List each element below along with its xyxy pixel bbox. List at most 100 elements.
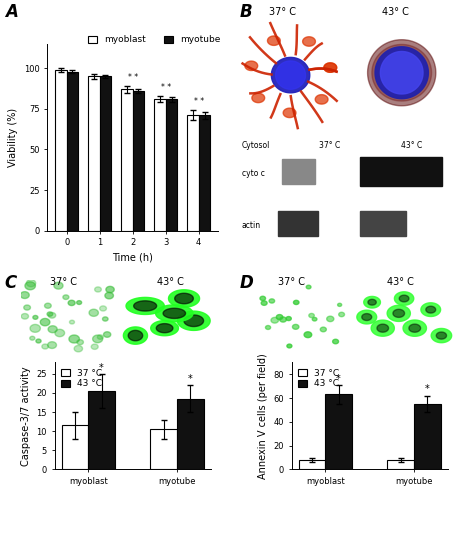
Text: 43° C: 43° C — [387, 277, 414, 287]
Polygon shape — [403, 320, 427, 337]
Polygon shape — [77, 301, 82, 305]
Polygon shape — [175, 293, 193, 304]
Polygon shape — [364, 296, 381, 308]
Polygon shape — [324, 63, 337, 72]
Bar — [199, 115, 210, 231]
Bar — [151, 429, 177, 469]
Polygon shape — [261, 301, 267, 305]
Polygon shape — [21, 313, 28, 319]
Polygon shape — [260, 296, 265, 300]
Polygon shape — [47, 312, 53, 316]
Polygon shape — [77, 340, 83, 345]
Polygon shape — [177, 311, 210, 330]
Polygon shape — [368, 40, 436, 106]
Polygon shape — [103, 332, 111, 337]
Polygon shape — [368, 299, 376, 305]
Polygon shape — [25, 282, 36, 290]
Text: 37° C: 37° C — [278, 277, 305, 287]
Polygon shape — [306, 285, 311, 289]
Legend: myoblast, myotube: myoblast, myotube — [86, 33, 222, 46]
Polygon shape — [283, 108, 296, 117]
Polygon shape — [436, 332, 447, 339]
Text: D: D — [239, 274, 253, 293]
Polygon shape — [399, 295, 409, 302]
Polygon shape — [272, 58, 310, 93]
Legend: 37 °C, 43 °C: 37 °C, 43 °C — [296, 367, 341, 390]
Bar — [360, 158, 442, 186]
Polygon shape — [371, 320, 394, 336]
Text: actin: actin — [242, 221, 261, 229]
Text: *: * — [425, 384, 430, 394]
Polygon shape — [40, 318, 50, 326]
Polygon shape — [151, 321, 179, 336]
Polygon shape — [375, 47, 428, 99]
Text: 43° C: 43° C — [157, 277, 184, 287]
Polygon shape — [163, 308, 185, 318]
Polygon shape — [333, 339, 338, 344]
Polygon shape — [426, 306, 436, 313]
Polygon shape — [421, 303, 441, 316]
Polygon shape — [271, 317, 279, 323]
Text: *: * — [336, 374, 341, 384]
Text: *: * — [188, 374, 193, 384]
Polygon shape — [69, 335, 80, 343]
Bar — [325, 394, 352, 469]
Polygon shape — [286, 317, 292, 321]
Bar — [187, 115, 199, 231]
Text: 43° C: 43° C — [401, 141, 422, 150]
Polygon shape — [409, 324, 420, 332]
X-axis label: Time (h): Time (h) — [112, 253, 153, 263]
Text: C: C — [5, 274, 17, 293]
Polygon shape — [92, 335, 103, 343]
Polygon shape — [265, 326, 271, 329]
Y-axis label: Annexin V cells (per field): Annexin V cells (per field) — [258, 353, 268, 479]
Polygon shape — [155, 305, 193, 322]
Polygon shape — [252, 93, 264, 103]
Bar — [88, 391, 115, 469]
Polygon shape — [105, 292, 113, 299]
Polygon shape — [431, 328, 452, 343]
Polygon shape — [48, 326, 57, 333]
Polygon shape — [320, 327, 327, 332]
Legend: 37 °C, 43 °C: 37 °C, 43 °C — [59, 367, 104, 390]
Bar — [67, 71, 78, 231]
Polygon shape — [339, 312, 345, 317]
Text: cyto c: cyto c — [242, 169, 264, 178]
Polygon shape — [123, 327, 147, 344]
Bar — [133, 91, 144, 231]
Polygon shape — [304, 332, 312, 338]
Bar — [360, 211, 406, 236]
Polygon shape — [387, 305, 410, 321]
Polygon shape — [128, 330, 143, 341]
Bar — [88, 76, 100, 231]
Polygon shape — [309, 313, 314, 318]
Text: *: * — [99, 363, 104, 373]
Polygon shape — [27, 279, 36, 287]
Polygon shape — [106, 287, 114, 293]
Bar — [154, 99, 166, 231]
Polygon shape — [97, 335, 103, 339]
Polygon shape — [357, 310, 377, 324]
Polygon shape — [42, 344, 48, 349]
Polygon shape — [269, 299, 274, 303]
Polygon shape — [394, 292, 414, 305]
Polygon shape — [48, 312, 56, 318]
Bar — [282, 159, 315, 184]
Polygon shape — [287, 344, 292, 348]
Polygon shape — [169, 290, 200, 307]
Polygon shape — [36, 339, 41, 343]
Text: * *: * * — [128, 73, 138, 82]
Polygon shape — [54, 282, 63, 289]
Polygon shape — [372, 44, 431, 101]
Polygon shape — [267, 36, 280, 46]
Polygon shape — [63, 295, 69, 299]
Polygon shape — [100, 306, 107, 311]
Text: 37° C: 37° C — [51, 277, 77, 287]
Polygon shape — [55, 329, 64, 337]
Polygon shape — [24, 305, 30, 310]
Polygon shape — [30, 324, 40, 332]
Text: A: A — [5, 3, 18, 21]
Polygon shape — [293, 300, 299, 305]
Y-axis label: Caspase-3/7 activity: Caspase-3/7 activity — [21, 366, 31, 466]
Polygon shape — [33, 316, 38, 320]
